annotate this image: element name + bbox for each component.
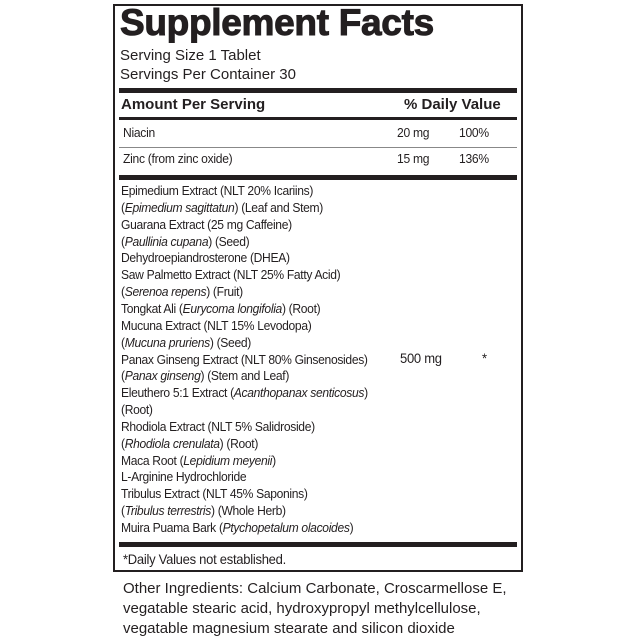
ingredient-line: (Tribulus terrestris) (Whole Herb)	[121, 503, 286, 518]
ingredient-line: (Serenoa repens) (Fruit)	[121, 284, 243, 299]
ingredient-text: )	[272, 452, 276, 468]
nutrient-amount: 15 mg	[397, 151, 430, 166]
botanical-name: Acanthopanax senticosus	[233, 385, 365, 401]
botanical-name: Lepidium meyenii	[183, 452, 273, 468]
divider	[119, 147, 517, 148]
botanical-name: Serenoa repens	[124, 284, 207, 300]
botanical-name: Paullinia cupana	[124, 233, 209, 249]
ingredient-text: (	[121, 368, 125, 384]
supplement-facts-panel: Supplement Facts Serving Size 1 Tablet S…	[113, 2, 523, 572]
ingredient-line: (Rhodiola crenulata) (Root)	[121, 436, 258, 451]
ingredient-text: Saw Palmetto Extract (NLT 25% Fatty Acid…	[121, 267, 341, 283]
ingredient-line: Mucuna Extract (NLT 15% Levodopa)	[121, 317, 312, 333]
botanical-name: Epimedium sagittatun	[124, 199, 235, 215]
ingredient-text: (	[121, 503, 125, 519]
blend-dv: *	[482, 350, 487, 366]
ingredient-line: Panax Ginseng Extract (NLT 80% Ginsenosi…	[121, 352, 368, 367]
ingredient-line: (Paullinia cupana) (Seed)	[121, 233, 250, 249]
ingredient-text: Mucuna Extract (NLT 15% Levodopa)	[121, 317, 312, 333]
ingredient-text: L-Arginine Hydrochloride	[121, 469, 247, 485]
ingredient-text: Muira Puama Bark (	[121, 520, 223, 535]
ingredient-text: (	[121, 233, 125, 249]
ingredient-line: (Root)	[121, 402, 153, 417]
nutrient-name: Zinc (from zinc oxide)	[123, 151, 233, 166]
ingredient-line: L-Arginine Hydrochloride	[121, 469, 247, 485]
ingredient-text: Tribulus Extract (NLT 45% Saponins)	[121, 486, 308, 502]
botanical-name: Panax ginseng	[124, 368, 201, 384]
nutrient-dv: 100%	[459, 125, 489, 140]
ingredient-line: Epimedium Extract (NLT 20% Icariins)	[121, 183, 313, 198]
ingredient-text: Dehydroepiandrosterone (DHEA)	[121, 250, 290, 266]
ingredient-text: Maca Root (	[121, 452, 184, 468]
ingredient-text: ) (Seed)	[208, 233, 250, 249]
nutrient-name: Niacin	[123, 125, 155, 140]
ingredient-line: Saw Palmetto Extract (NLT 25% Fatty Acid…	[121, 267, 341, 283]
divider	[119, 88, 517, 93]
ingredient-text: ) (Root)	[219, 435, 259, 451]
ingredient-text: (Root)	[121, 402, 153, 418]
ingredient-text: Epimedium Extract (NLT 20% Icariins)	[121, 183, 314, 198]
ingredient-text: ) (Leaf and Stem)	[234, 199, 324, 215]
ingredient-text: ) (Whole Herb)	[211, 503, 286, 519]
ingredient-text: Panax Ginseng Extract (NLT 80% Ginsenosi…	[121, 351, 368, 367]
botanical-name: Ptychopetalum olacoides	[222, 520, 350, 535]
ingredient-text: (	[121, 284, 125, 300]
botanical-name: Mucuna pruriens	[124, 334, 210, 350]
ingredient-line: Tribulus Extract (NLT 45% Saponins)	[121, 486, 308, 501]
other-ingredients-line: vegatable stearic acid, hydroxypropyl me…	[123, 600, 481, 617]
ingredient-text: (	[121, 435, 125, 451]
nutrient-dv: 136%	[459, 151, 489, 166]
divider	[119, 117, 517, 120]
ingredient-text: ) (Root)	[281, 300, 321, 316]
blend-amount: 500 mg	[400, 350, 442, 366]
other-ingredients-line: vegatable magnesium stearate and silicon…	[123, 620, 455, 637]
ingredient-line: Maca Root (Lepidium meyenii)	[121, 453, 276, 468]
divider	[119, 542, 517, 547]
divider	[119, 175, 517, 180]
serving-size: Serving Size 1 Tablet	[120, 47, 261, 64]
ingredient-text: (	[121, 199, 125, 215]
panel-title: Supplement Facts	[120, 2, 435, 44]
ingredient-line: Guarana Extract (25 mg Caffeine)	[121, 217, 292, 232]
ingredient-text: Rhodiola Extract (NLT 5% Salidroside)	[121, 418, 315, 434]
ingredient-line: Tongkat Ali (Eurycoma longifolia) (Root)	[121, 300, 321, 316]
daily-value-header: % Daily Value	[404, 96, 501, 113]
ingredient-line: Dehydroepiandrosterone (DHEA)	[121, 250, 290, 265]
ingredient-text: )	[349, 520, 354, 535]
ingredient-line: Eleuthero 5:1 Extract (Acanthopanax sent…	[121, 385, 368, 400]
amount-header: Amount Per Serving	[121, 96, 266, 113]
ingredient-text: )	[364, 385, 368, 401]
ingredient-text: Tongkat Ali (	[121, 300, 183, 316]
botanical-name: Rhodiola crenulata	[124, 435, 220, 451]
footnote: *Daily Values not established.	[123, 551, 286, 567]
ingredient-text: ) (Stem and Leaf)	[200, 368, 290, 384]
ingredient-line: (Mucuna pruriens) (Seed)	[121, 335, 251, 350]
ingredient-line: Muira Puama Bark (Ptychopetalum olacoide…	[121, 520, 354, 535]
ingredient-text: Eleuthero 5:1 Extract (	[121, 385, 234, 401]
ingredient-line: Rhodiola Extract (NLT 5% Salidroside)	[121, 419, 315, 434]
ingredient-text: ) (Seed)	[209, 334, 251, 350]
servings-per-container: Servings Per Container 30	[120, 66, 296, 83]
ingredient-text: ) (Fruit)	[206, 284, 243, 300]
other-ingredients-line: Other Ingredients: Calcium Carbonate, Cr…	[123, 580, 507, 597]
ingredient-line: (Epimedium sagittatun) (Leaf and Stem)	[121, 200, 323, 215]
ingredient-line: (Panax ginseng) (Stem and Leaf)	[121, 368, 289, 383]
nutrient-amount: 20 mg	[397, 125, 430, 140]
ingredient-text: Guarana Extract (25 mg Caffeine)	[121, 216, 292, 232]
botanical-name: Tribulus terrestris	[124, 503, 212, 519]
botanical-name: Eurycoma longifolia	[182, 300, 283, 316]
ingredient-text: (	[121, 334, 125, 350]
